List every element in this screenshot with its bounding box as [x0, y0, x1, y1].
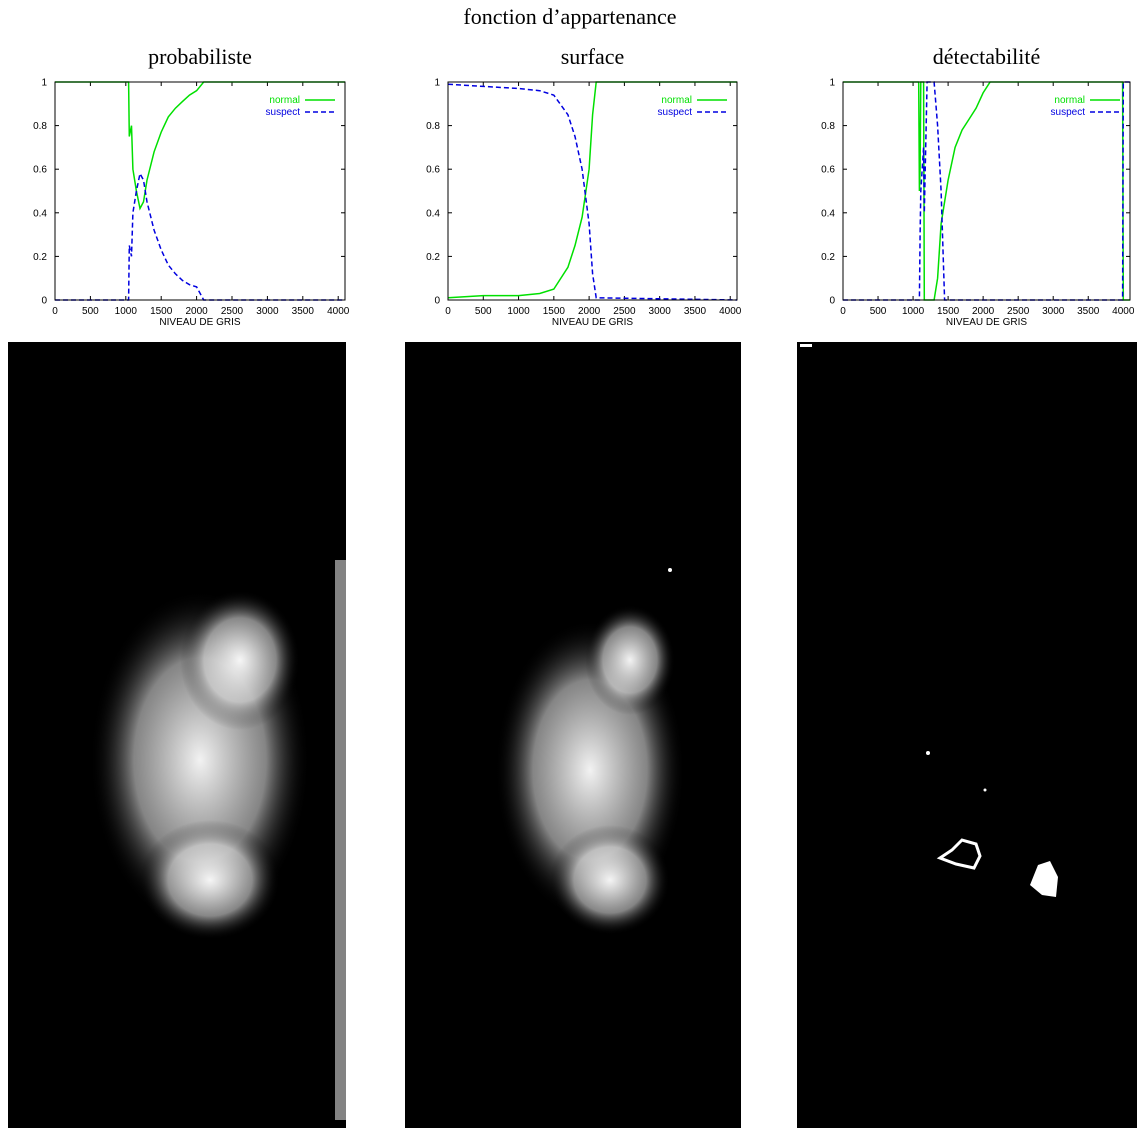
y-tick-label: 0.2 [426, 252, 440, 263]
x-tick-label: 3500 [292, 306, 315, 317]
image-panel [405, 342, 741, 1128]
x-tick-label: 3000 [256, 306, 279, 317]
plot-frame [55, 82, 345, 300]
x-tick-label: 2500 [221, 306, 244, 317]
x-tick-label: 2500 [613, 306, 636, 317]
y-tick-label: 0.8 [821, 121, 835, 132]
legend-label: suspect [266, 107, 301, 118]
series-line [55, 174, 345, 300]
y-tick-label: 0.6 [426, 165, 440, 176]
x-tick-label: 3000 [1042, 306, 1065, 317]
x-tick-label: 4000 [719, 306, 742, 317]
y-tick-label: 0.4 [821, 208, 835, 219]
x-tick-label: 4000 [1112, 306, 1135, 317]
y-tick-label: 0.2 [821, 252, 835, 263]
series-line [843, 82, 1130, 300]
legend-label: normal [1054, 95, 1085, 106]
x-tick-label: 1000 [115, 306, 138, 317]
legend-label: normal [661, 95, 692, 106]
y-tick-label: 1 [829, 78, 835, 89]
figure: fonction d’appartenance probabiliste NIVE… [0, 0, 1140, 1130]
x-tick-label: 1500 [937, 306, 960, 317]
chart-title: probabiliste [148, 44, 252, 69]
x-tick-label: 1500 [543, 306, 566, 317]
y-tick-label: 0.4 [33, 208, 47, 219]
y-tick-label: 0 [829, 296, 835, 307]
y-tick-label: 0.6 [33, 165, 47, 176]
y-tick-label: 0.4 [426, 208, 440, 219]
x-tick-label: 2000 [185, 306, 208, 317]
x-tick-label: 1000 [902, 306, 925, 317]
series-line [843, 82, 1130, 300]
x-tick-label: 4000 [327, 306, 350, 317]
y-tick-label: 1 [434, 78, 440, 89]
chart-title: surface [561, 44, 625, 69]
y-tick-label: 0.6 [821, 165, 835, 176]
series-line [55, 82, 345, 208]
y-tick-label: 1 [41, 78, 47, 89]
x-tick-label: 500 [475, 306, 492, 317]
x-tick-label: 1500 [150, 306, 173, 317]
x-tick-label: 500 [870, 306, 887, 317]
x-tick-label: 500 [82, 306, 99, 317]
x-axis-label: NIVEAU DE GRIS [552, 317, 633, 328]
y-tick-label: 0.2 [33, 252, 47, 263]
x-tick-label: 2000 [972, 306, 995, 317]
chart-title: détectabilité [933, 44, 1041, 69]
y-tick-label: 0.8 [426, 121, 440, 132]
x-tick-label: 0 [840, 306, 846, 317]
legend-label: normal [269, 95, 300, 106]
x-tick-label: 1000 [507, 306, 530, 317]
x-tick-label: 0 [52, 306, 58, 317]
image-panel [8, 342, 346, 1128]
legend-label: suspect [658, 107, 693, 118]
x-tick-label: 2500 [1007, 306, 1030, 317]
x-tick-label: 2000 [578, 306, 601, 317]
y-tick-label: 0 [41, 296, 47, 307]
x-tick-label: 3500 [1077, 306, 1100, 317]
legend-label: suspect [1051, 107, 1086, 118]
x-axis-label: NIVEAU DE GRIS [159, 317, 240, 328]
y-tick-label: 0.8 [33, 121, 47, 132]
plot-frame [843, 82, 1130, 300]
y-tick-label: 0 [434, 296, 440, 307]
x-tick-label: 3500 [684, 306, 707, 317]
x-tick-label: 0 [445, 306, 451, 317]
image-panel [797, 342, 1137, 1128]
figure-title: fonction d’appartenance [463, 4, 676, 29]
x-axis-label: NIVEAU DE GRIS [946, 317, 1027, 328]
x-tick-label: 3000 [649, 306, 672, 317]
